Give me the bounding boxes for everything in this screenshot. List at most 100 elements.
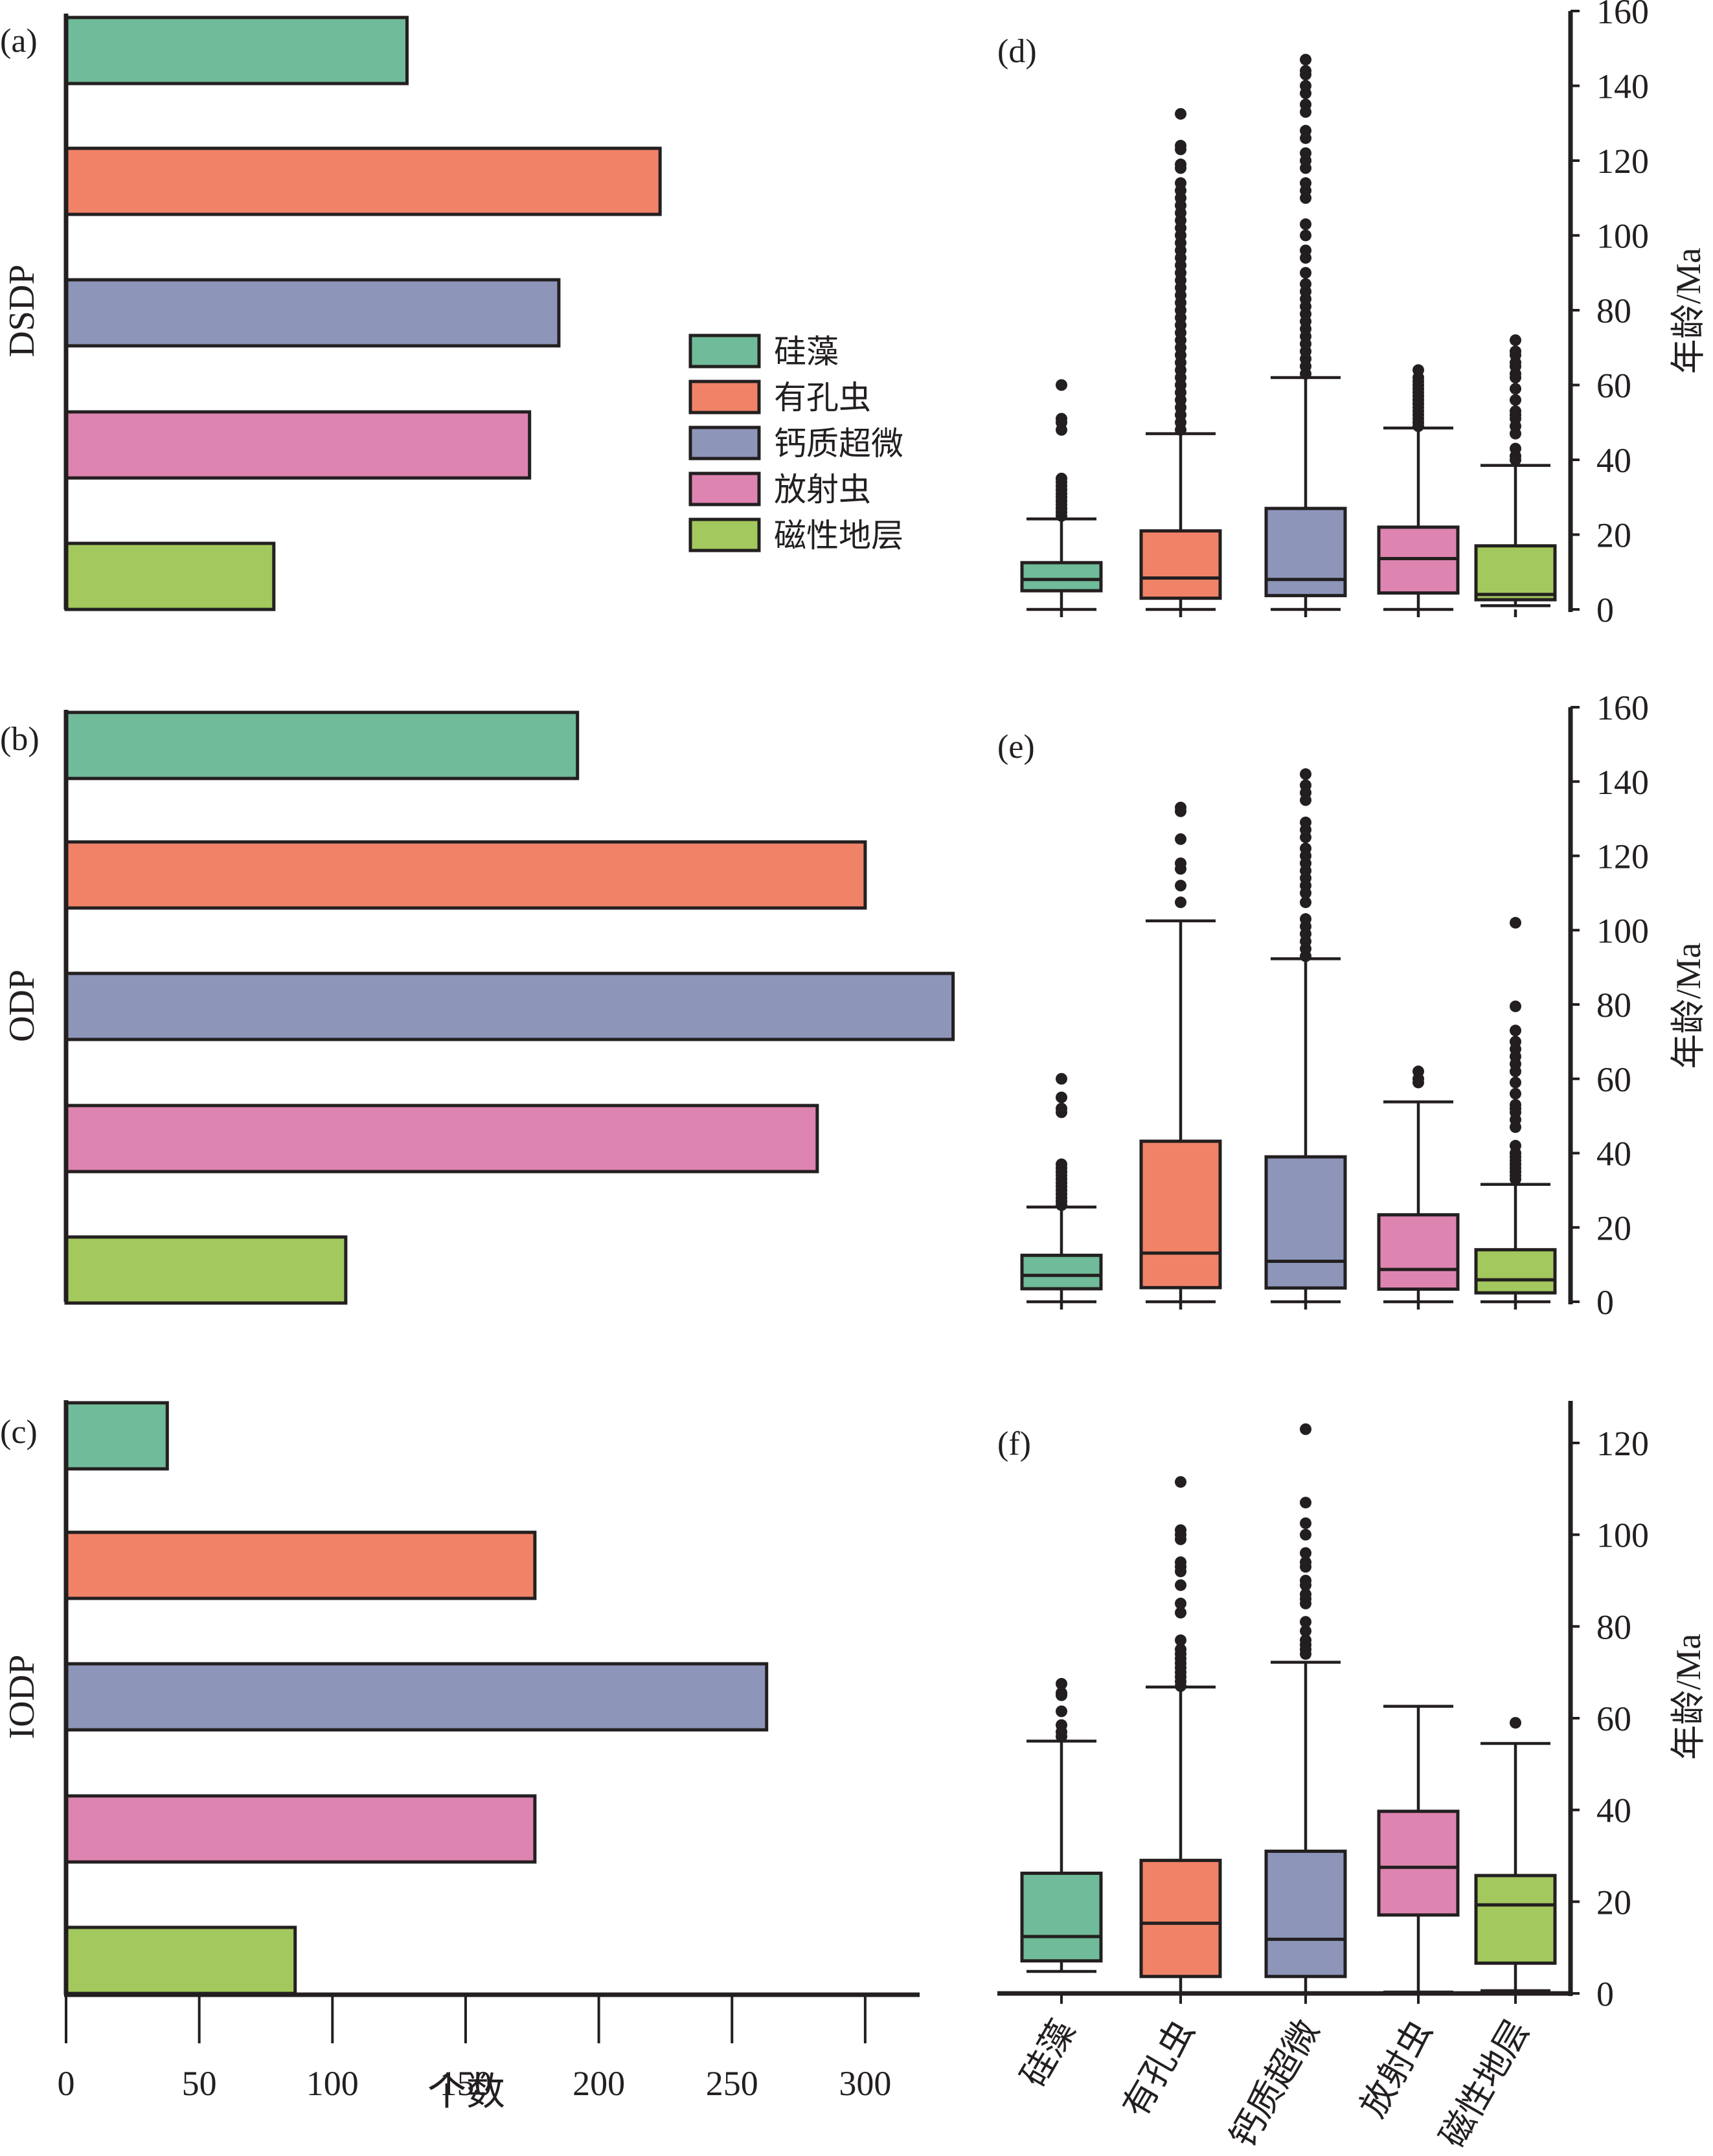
y-tick-label: 80 [1596, 291, 1631, 330]
legend-label: 磁性地层 [774, 517, 903, 554]
outlier-point [1510, 1000, 1521, 1012]
outlier-point [1510, 334, 1521, 346]
y-tick-label: 0 [1596, 1283, 1614, 1322]
y-tick-label: 160 [1596, 688, 1649, 727]
outlier-point [1510, 345, 1521, 357]
box-panel-e: (e) 0 20 40 60 80 100 120 140 160 年龄/Ma [997, 688, 1708, 1322]
outlier-point [1510, 1098, 1521, 1111]
outlier-point [1056, 472, 1067, 484]
box-4 [1377, 1705, 1460, 1994]
outlier-point [1300, 1423, 1311, 1435]
outlier-point [1300, 1616, 1311, 1628]
x-tick-label: 150 [439, 2064, 492, 2103]
outlier-point [1056, 1687, 1067, 1699]
y-tick-label: 0 [1596, 1975, 1614, 2014]
y-tick-label: 100 [1596, 1516, 1649, 1555]
outlier-point [1175, 108, 1186, 120]
outlier-point [1056, 413, 1067, 425]
outlier-point [1300, 1517, 1311, 1529]
outlier-point [1300, 244, 1311, 256]
bar-panel-a: (a) DSDP [0, 14, 662, 611]
iqr-box [1264, 1155, 1347, 1290]
box-2 [1139, 108, 1222, 617]
y-tick-label: 60 [1596, 1060, 1631, 1099]
bar-2 [64, 840, 867, 910]
outlier-point [1300, 779, 1311, 791]
outlier-point [1510, 394, 1521, 406]
outlier-point [1175, 896, 1186, 909]
outlier-point [1510, 442, 1521, 455]
outlier-point [1175, 1634, 1186, 1646]
box-1 [1020, 1677, 1103, 1973]
y-tick-label: 60 [1596, 367, 1631, 405]
outlier-point [1300, 98, 1311, 111]
y-tick-label: 60 [1596, 1699, 1631, 1738]
outlier-point [1412, 364, 1424, 376]
panel-label: (d) [997, 33, 1037, 70]
outlier-point [1300, 124, 1311, 137]
y-tick-label: 20 [1596, 1208, 1631, 1247]
legend-swatch-4 [688, 471, 761, 506]
outlier-point [1175, 177, 1186, 189]
outlier-point [1175, 1556, 1186, 1569]
bar-5 [64, 541, 276, 611]
bar-2 [64, 1530, 537, 1600]
outlier-point [1300, 768, 1311, 780]
outlier-point [1300, 1497, 1311, 1509]
y-tick-label: 80 [1596, 986, 1631, 1025]
legend-swatch-1 [688, 334, 761, 369]
panel-label: (a) [0, 23, 38, 60]
outlier-point [1412, 1065, 1424, 1078]
outlier-point [1175, 857, 1186, 869]
iqr-box [1139, 1859, 1222, 1979]
outlier-point [1510, 383, 1521, 395]
bar-4 [64, 410, 532, 480]
outlier-point [1175, 1607, 1186, 1619]
outlier-point [1300, 1528, 1311, 1541]
outlier-point [1300, 1574, 1311, 1587]
y-tick-label: 100 [1596, 217, 1649, 256]
outlier-point [1056, 379, 1067, 391]
outlier-point [1300, 278, 1311, 290]
outlier-point [1300, 218, 1311, 231]
y-tick-label: 20 [1596, 516, 1631, 555]
outlier-point [1510, 1140, 1521, 1152]
outlier-point [1300, 1547, 1311, 1559]
bar-1 [64, 1401, 169, 1471]
iqr-box [1264, 506, 1347, 598]
bar-3 [64, 1662, 769, 1732]
x-tick-label: 100 [306, 2064, 359, 2103]
bar-yaxis-label: ODP [2, 970, 42, 1042]
outlier-point [1300, 267, 1311, 279]
legend-label: 钙质超微 [774, 426, 903, 462]
iqr-box [1474, 1248, 1557, 1295]
bar-yaxis-label: IODP [2, 1655, 42, 1740]
legend-swatch-2 [688, 380, 761, 414]
x-tick-label: 0 [58, 2064, 75, 2103]
outlier-point [1510, 1076, 1521, 1089]
outlier-point [1056, 1677, 1067, 1690]
box-3 [1264, 768, 1347, 1310]
bar-xaxis-label: 个数 [427, 2071, 505, 2113]
y-tick-label: 120 [1596, 837, 1649, 876]
legend-swatch-3 [688, 426, 761, 460]
iqr-box [1377, 1810, 1460, 1917]
outlier-point [1175, 158, 1186, 170]
iqr-box [1020, 561, 1103, 593]
y-tick-label: 100 [1596, 911, 1649, 950]
outlier-point [1300, 1625, 1311, 1637]
x-tick-label: 磁性地层 [1433, 2014, 1536, 2154]
box-1 [1020, 1072, 1103, 1310]
box-4 [1377, 1065, 1460, 1310]
bar-3 [64, 971, 955, 1041]
box-3 [1264, 1423, 1347, 1995]
box-1 [1020, 379, 1103, 617]
bar-2 [64, 146, 662, 216]
outlier-point [1175, 801, 1186, 813]
box-5 [1474, 916, 1557, 1310]
x-tick-label: 钙质超微 [1223, 2014, 1326, 2154]
bar-5 [64, 1925, 297, 1995]
box-2 [1139, 1476, 1222, 1995]
